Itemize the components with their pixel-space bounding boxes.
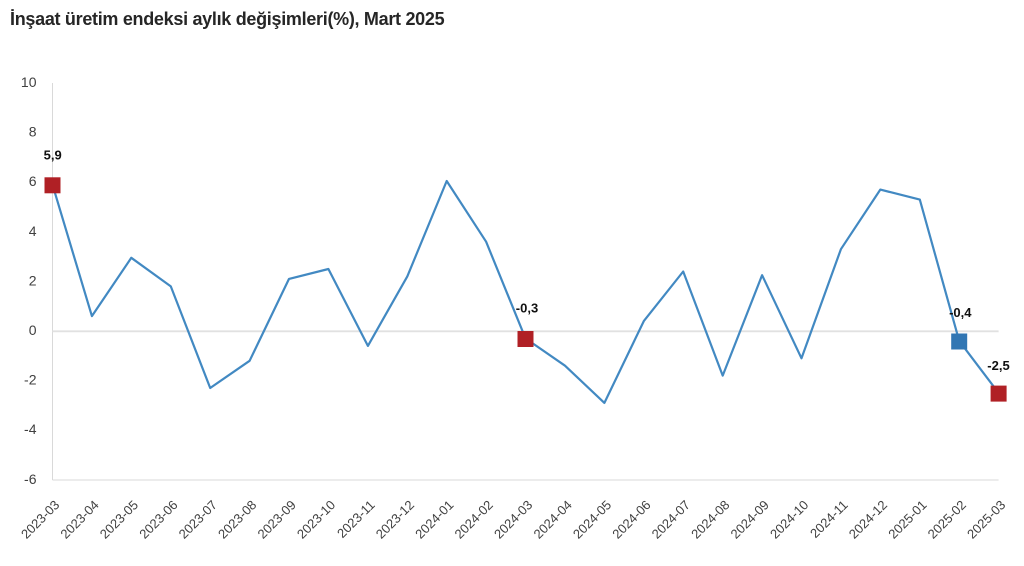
svg-text:2024-11: 2024-11 [807, 497, 851, 541]
svg-text:2: 2 [29, 272, 37, 288]
svg-text:8: 8 [29, 124, 37, 140]
svg-text:2023-05: 2023-05 [97, 497, 141, 541]
svg-text:2023-07: 2023-07 [176, 497, 220, 541]
svg-text:2024-06: 2024-06 [609, 497, 653, 541]
svg-text:2024-04: 2024-04 [530, 497, 574, 541]
svg-text:2025-02: 2025-02 [925, 497, 969, 541]
svg-text:-2,5: -2,5 [987, 358, 1009, 373]
svg-text:2023-11: 2023-11 [334, 497, 378, 541]
svg-text:2023-12: 2023-12 [373, 497, 417, 541]
svg-text:-4: -4 [24, 421, 37, 437]
svg-text:0: 0 [29, 322, 37, 338]
svg-text:2023-03: 2023-03 [18, 497, 62, 541]
svg-text:2024-03: 2024-03 [491, 497, 535, 541]
svg-text:2024-09: 2024-09 [728, 497, 772, 541]
svg-text:2025-03: 2025-03 [964, 497, 1008, 541]
svg-text:10: 10 [21, 74, 37, 90]
svg-text:2024-01: 2024-01 [412, 497, 456, 541]
svg-text:5,9: 5,9 [44, 148, 62, 163]
svg-text:2023-09: 2023-09 [254, 497, 298, 541]
svg-text:2024-10: 2024-10 [767, 497, 811, 541]
svg-text:2025-01: 2025-01 [885, 497, 929, 541]
svg-text:2023-08: 2023-08 [215, 497, 259, 541]
svg-text:-6: -6 [24, 471, 37, 487]
svg-text:2024-08: 2024-08 [688, 497, 732, 541]
svg-text:-0,4: -0,4 [949, 305, 972, 320]
svg-text:2024-02: 2024-02 [452, 497, 496, 541]
svg-text:2023-04: 2023-04 [57, 497, 101, 541]
svg-text:2024-05: 2024-05 [570, 497, 614, 541]
svg-text:6: 6 [29, 173, 37, 189]
svg-text:-2: -2 [24, 372, 37, 388]
svg-text:4: 4 [29, 223, 37, 239]
svg-text:2023-10: 2023-10 [294, 497, 338, 541]
svg-text:2024-12: 2024-12 [846, 497, 890, 541]
svg-text:-0,3: -0,3 [516, 301, 538, 316]
svg-text:2023-06: 2023-06 [136, 497, 180, 541]
svg-text:2024-07: 2024-07 [649, 497, 693, 541]
